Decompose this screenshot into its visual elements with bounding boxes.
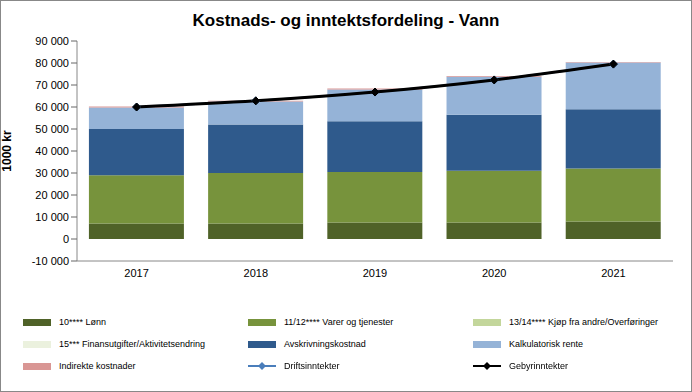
html-text:Kalkulatorisk rente: Kalkulatorisk rente (509, 339, 583, 349)
svg-text:10 000: 10 000 (35, 211, 69, 223)
html-text:Indirekte kostnader: Indirekte kostnader (59, 361, 136, 371)
html-text:13/14**** Kjøp fra andre/Overf: 13/14**** Kjøp fra andre/Overføringer (509, 317, 659, 327)
html-text:Kostnads- og inntektsfordeling: Kostnads- og inntektsfordeling - Vann (192, 11, 500, 30)
html-text:Gebyrinntekter: Gebyrinntekter (509, 361, 568, 371)
html-text:15*** Finansutgifter/Aktivitet: 15*** Finansutgifter/Aktivitetsendring (59, 339, 206, 349)
svg-text:2017: 2017 (124, 267, 148, 279)
svg-text:2021: 2021 (601, 267, 625, 279)
svg-text:30 000: 30 000 (35, 167, 69, 179)
svg-text:2020: 2020 (482, 267, 506, 279)
svg-text:60 000: 60 000 (35, 101, 69, 113)
svg-text:40 000: 40 000 (35, 145, 69, 157)
svg-text:20 000: 20 000 (35, 189, 69, 201)
svg-text:90 000: 90 000 (35, 35, 69, 47)
svg-text:1000 kr: 1000 kr (8, 130, 14, 172)
svg-text:80 000: 80 000 (35, 57, 69, 69)
svg-text:0: 0 (63, 233, 69, 245)
svg-text:-10 000: -10 000 (32, 255, 69, 267)
html-text:10**** Lønn: 10**** Lønn (59, 317, 106, 327)
html-text:11/12**** Varer og tjenester: 11/12**** Varer og tjenester (284, 317, 394, 327)
svg-text:70 000: 70 000 (35, 79, 69, 91)
svg-text:50 000: 50 000 (35, 123, 69, 135)
html-text:Avskrivningskostnad: Avskrivningskostnad (284, 339, 366, 349)
svg-text:2019: 2019 (363, 267, 387, 279)
svg-text:2018: 2018 (244, 267, 268, 279)
html-text:Driftsinntekter: Driftsinntekter (284, 361, 340, 371)
